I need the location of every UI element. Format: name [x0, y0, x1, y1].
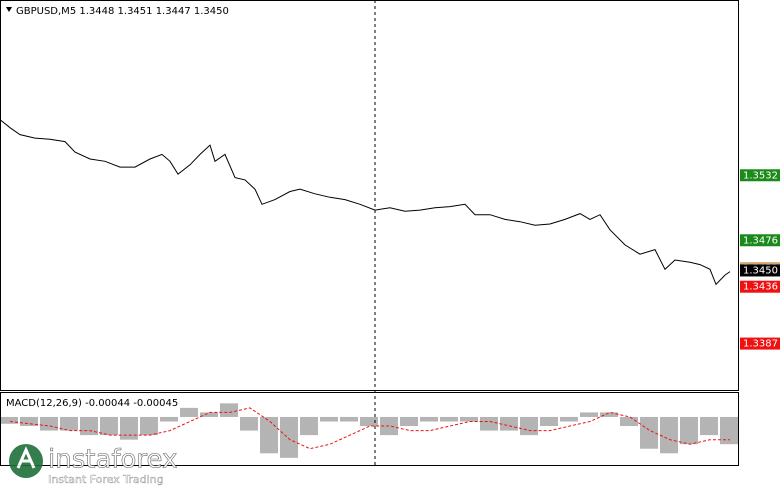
macd-bar — [480, 416, 498, 431]
macd-bar — [600, 412, 618, 417]
logo-name: instaforex — [48, 445, 177, 475]
macd-bar — [180, 407, 198, 417]
macd-bar — [660, 416, 678, 454]
menu-triangle — [6, 7, 12, 12]
level-label-box — [740, 280, 780, 293]
macd-bar — [420, 416, 438, 422]
macd-bar — [520, 416, 538, 436]
level-label: 1.3436 — [743, 282, 778, 293]
macd-bar — [160, 416, 178, 422]
macd-bar — [720, 416, 738, 445]
macd-bar — [80, 416, 98, 436]
macd-bar — [340, 416, 358, 422]
macd-bar — [140, 416, 158, 436]
macd-bar — [500, 416, 518, 431]
macd-bar — [440, 416, 458, 422]
macd-bar — [100, 416, 118, 436]
level-label-box — [740, 169, 780, 182]
logo-glyph — [16, 446, 36, 469]
macd-bar — [540, 416, 558, 427]
level-label-box — [740, 234, 780, 247]
price-label: 1.3450 — [743, 265, 778, 276]
level-label: 1.3532 — [743, 170, 778, 181]
macd-bar — [280, 416, 298, 458]
macd-bar — [120, 416, 138, 440]
level-label-box — [740, 337, 780, 350]
signal-line — [9, 407, 730, 450]
macd-bar — [40, 416, 58, 431]
macd-bar — [460, 416, 478, 422]
symbol-header: GBPUSD,M5 1.3448 1.3451 1.3447 1.3450 — [16, 6, 229, 17]
macd-bar — [640, 416, 658, 449]
macd-bar — [300, 416, 318, 436]
logo-tagline: Instant Forex Trading — [48, 473, 164, 486]
macd-bar — [260, 416, 278, 454]
macd-header: MACD(12,26,9) -0.00044 -0.00045 — [6, 398, 178, 409]
macd-bar — [0, 416, 18, 424]
level-label: 1.3476 — [743, 235, 778, 246]
macd-bar — [580, 412, 598, 417]
logo: instaforex Instant Forex Trading — [9, 444, 178, 486]
macd-bar — [620, 416, 638, 427]
main-panel-frame — [0, 0, 739, 391]
level-label: 1.3387 — [743, 339, 778, 350]
macd-bar — [320, 416, 338, 422]
price-line — [0, 119, 731, 286]
macd-bar — [200, 412, 218, 417]
price-label-box — [740, 264, 780, 277]
macd-bar — [560, 416, 578, 422]
macd-bar — [400, 416, 418, 427]
macd-bar — [700, 416, 718, 436]
macd-bar — [360, 416, 378, 427]
macd-panel-frame — [0, 392, 739, 466]
macd-bar — [240, 416, 258, 431]
macd-bar — [220, 403, 238, 417]
macd-bar — [680, 416, 698, 445]
macd-bar — [60, 416, 78, 431]
macd-bar — [20, 416, 38, 427]
